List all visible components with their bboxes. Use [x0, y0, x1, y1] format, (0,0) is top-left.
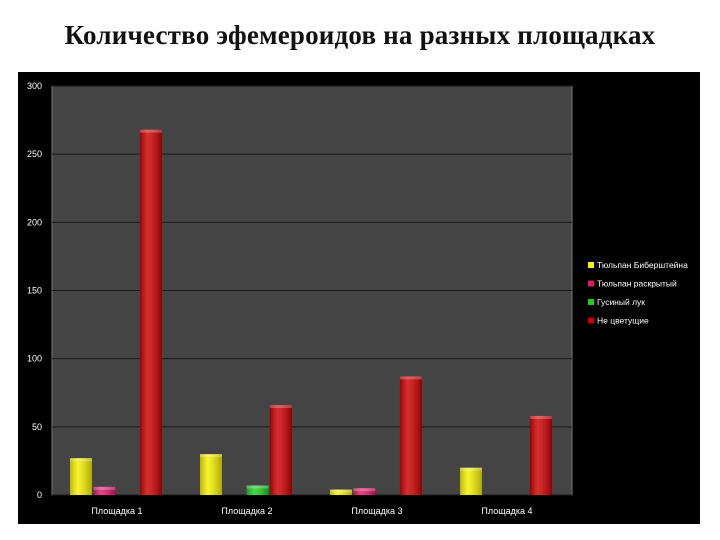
bar-shading	[460, 467, 482, 495]
y-tick-label: 50	[32, 422, 42, 432]
bar-shading	[353, 488, 376, 495]
bar-cap	[529, 415, 552, 419]
legend-swatch	[588, 317, 594, 324]
bar-cap	[399, 376, 422, 380]
bar-cap	[70, 458, 92, 462]
bar-shading	[139, 129, 162, 496]
chart-panel: 0 50 100 150 200 250 300 Площадка 1 Площадка 2 П…	[18, 72, 700, 524]
y-tick-label: 100	[27, 354, 42, 364]
bar-shading	[200, 454, 222, 495]
bar-shading	[93, 486, 116, 495]
y-tick-label: 250	[27, 149, 42, 159]
bar-cap	[200, 454, 222, 458]
bar-cap	[353, 488, 376, 492]
legend-swatch	[588, 262, 594, 268]
bar-shading	[269, 405, 292, 495]
legend-label: Не цветущие	[597, 316, 649, 326]
bar-cap	[269, 405, 292, 409]
y-tick-label: 150	[27, 286, 42, 296]
x-category-label: Площадка 4	[481, 506, 532, 516]
slide-title: Количество эфемероидов на разных площадк…	[64, 20, 656, 50]
bar-chart: 0 50 100 150 200 250 300 Площадка 1 Площадка 2 П…	[27, 81, 688, 516]
y-tick-label: 0	[37, 490, 42, 500]
x-category-label: Площадка 1	[91, 506, 142, 516]
legend-swatch	[588, 299, 594, 305]
bar-cap	[139, 129, 162, 133]
x-category-label: Площадка 2	[221, 506, 272, 516]
legend-label: Тюльпан Биберштейна	[597, 260, 688, 270]
bar-cap	[246, 485, 269, 489]
bar-shading	[330, 489, 352, 495]
legend-label: Тюльпан раскрытый	[597, 279, 677, 289]
bar-shading	[399, 376, 422, 495]
bar-shading	[70, 458, 92, 495]
y-tick-label: 300	[27, 81, 42, 91]
bar-cap	[460, 467, 482, 471]
bar-cap	[93, 486, 116, 490]
legend-swatch	[588, 280, 594, 287]
y-tick-label: 200	[27, 217, 42, 227]
bar-cap	[330, 489, 352, 493]
bar-shading	[529, 415, 552, 495]
x-category-label: Площадка 3	[351, 506, 402, 516]
bar-shading	[246, 485, 269, 495]
legend-label: Гусиный лук	[597, 297, 645, 307]
